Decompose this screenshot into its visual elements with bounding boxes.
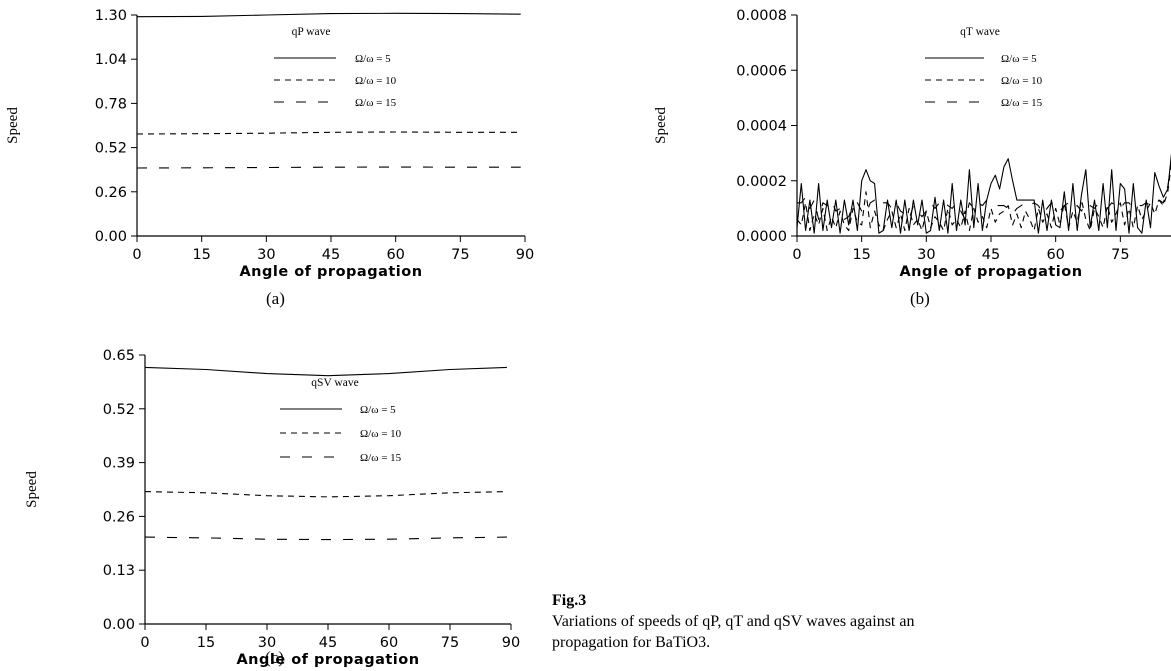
series-line-3 [144, 536, 507, 541]
legend-label: Ω/ω = 10 [360, 428, 402, 440]
caption-line-1: Variations of speeds of qP, qT and qSV w… [552, 613, 915, 630]
x-tick-label: 90 [516, 247, 534, 263]
x-axis-title: Angle of propagation [239, 264, 422, 280]
x-tick-label: 75 [1111, 247, 1129, 263]
y-tick-label: 0.00 [95, 229, 127, 245]
caption-line-2: propagation for BaTiO3. [552, 634, 711, 651]
legend-label: Ω/ω = 5 [1001, 53, 1037, 65]
series-line-1 [796, 152, 1171, 234]
legend-label: Ω/ω = 15 [1001, 97, 1043, 109]
chart-title: qSV wave [311, 377, 358, 389]
x-tick-label: 30 [258, 635, 276, 651]
x-axis-title: Angle of propagation [899, 264, 1082, 280]
series-line-2 [136, 131, 521, 135]
y-axis-title: Speed [5, 107, 21, 144]
panel-label: (c) [265, 648, 284, 667]
legend-label: Ω/ω = 5 [355, 53, 391, 65]
series-line-1 [136, 12, 521, 18]
x-tick-label: 15 [197, 635, 215, 651]
chart-title: qP wave [292, 26, 331, 38]
x-tick-label: 75 [451, 247, 469, 263]
y-tick-label: 0.0002 [736, 174, 787, 190]
y-tick-label: 0.0006 [736, 63, 787, 79]
y-axis-title: Speed [653, 107, 669, 144]
x-tick-label: 90 [502, 635, 520, 651]
series-line-3 [136, 166, 521, 169]
x-tick-label: 75 [441, 635, 459, 651]
panel-label: (b) [910, 289, 930, 308]
series-line-1 [144, 366, 507, 377]
y-tick-label: 0.78 [95, 96, 127, 112]
y-tick-label: 1.30 [95, 8, 127, 24]
y-tick-label: 0.52 [103, 402, 135, 418]
series-line-2 [144, 491, 507, 498]
x-axis-title: Angle of propagation [236, 652, 419, 668]
x-tick-label: 15 [852, 247, 870, 263]
y-tick-label: 0.00 [103, 617, 135, 633]
chart-panel-3: 0.00 0.13 0.26 0.39 0.52 0.65 0 15 30 45 60 75 90 Ang… [24, 348, 520, 668]
x-tick-label: 0 [792, 247, 801, 263]
x-tick-label: 0 [132, 247, 141, 263]
x-tick-label: 60 [1046, 247, 1064, 263]
y-tick-label: 0.0004 [736, 119, 787, 135]
x-tick-label: 45 [322, 247, 340, 263]
legend-label: Ω/ω = 10 [1001, 75, 1043, 87]
x-tick-label: 15 [192, 247, 210, 263]
legend-label: Ω/ω = 5 [360, 404, 396, 416]
chart-title: qT wave [960, 26, 1000, 38]
x-tick-label: 45 [319, 635, 337, 651]
x-tick-label: 30 [257, 247, 275, 263]
x-tick-label: 0 [140, 635, 149, 651]
y-tick-label: 0.65 [103, 348, 135, 364]
y-axis-title: Speed [24, 471, 40, 508]
chart-panel-1: 0.00 0.26 0.52 0.78 1.04 1.30 0 15 30 45 60 75 90 Ang… [5, 8, 534, 308]
y-tick-label: 0.0008 [736, 8, 787, 24]
caption-label: Fig.3 [552, 592, 587, 609]
x-tick-label: 30 [917, 247, 935, 263]
y-tick-label: 0.26 [103, 509, 135, 525]
legend-label: Ω/ω = 10 [355, 75, 397, 87]
y-tick-label: 1.04 [95, 52, 127, 68]
panel-label: (a) [266, 289, 285, 308]
series-line-3 [797, 162, 1171, 220]
y-tick-label: 0.39 [103, 456, 135, 472]
x-tick-label: 60 [386, 247, 404, 263]
x-tick-label: 60 [380, 635, 398, 651]
series-line-2 [796, 162, 1171, 232]
y-tick-label: 0.0000 [736, 229, 787, 245]
y-tick-label: 0.26 [95, 185, 127, 201]
legend-label: Ω/ω = 15 [355, 97, 397, 109]
legend-label: Ω/ω = 15 [360, 452, 402, 464]
figure-caption: Fig.3 Variations of speeds of qP, qT and… [552, 590, 1171, 653]
chart-panel-2: 0.0000 0.0002 0.0004 0.0006 0.0008 0 15 30 45 60 7… [653, 8, 1171, 308]
y-tick-label: 0.13 [103, 563, 135, 579]
x-tick-label: 45 [982, 247, 1000, 263]
y-tick-label: 0.52 [95, 141, 127, 157]
